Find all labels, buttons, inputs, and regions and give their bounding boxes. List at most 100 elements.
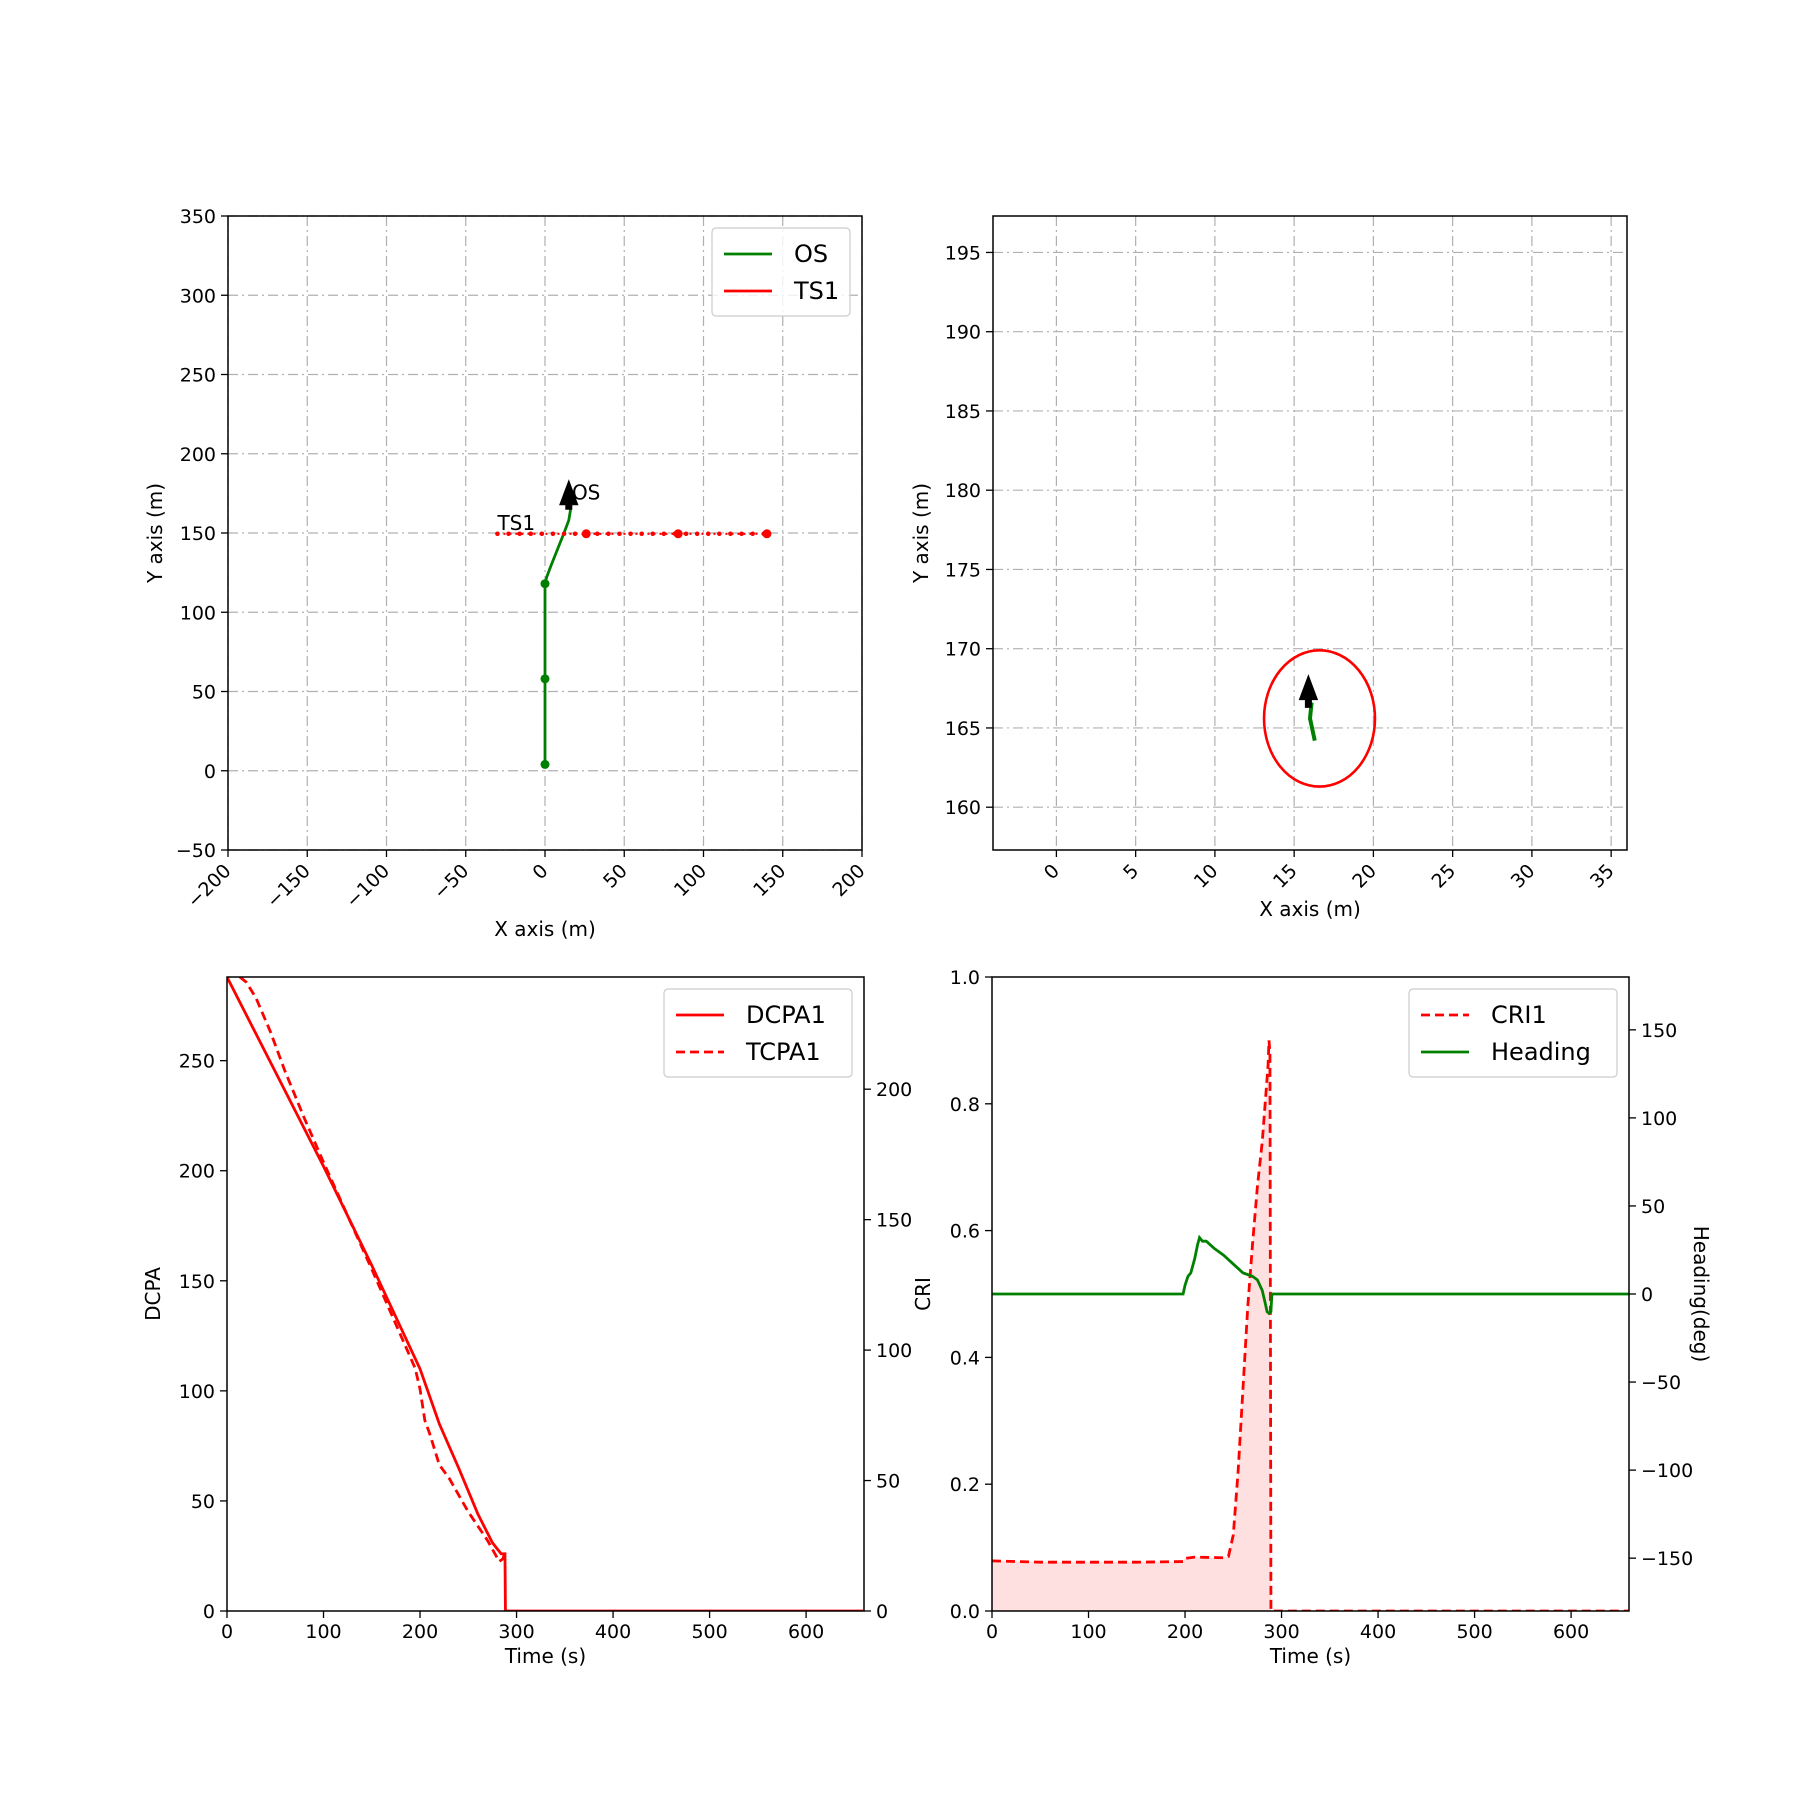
y-tick-label: 300: [180, 285, 216, 307]
y2-tick-label: 50: [1641, 1196, 1665, 1218]
y-tick-label: 195: [945, 242, 981, 264]
series-ts1-trail-dot: [550, 531, 556, 537]
x-tick-label: −150: [262, 860, 314, 912]
y2-tick-label: 50: [876, 1471, 900, 1493]
x-tick-label: 5: [1119, 860, 1143, 884]
legend-label: Heading: [1491, 1038, 1591, 1066]
y-tick-label: 100: [180, 602, 216, 624]
plot-area: [992, 1040, 1629, 1611]
x-tick-label: 100: [305, 1621, 341, 1643]
series-ts1-trail-dot: [739, 531, 744, 537]
x-tick-label: 300: [498, 1621, 534, 1643]
y-tick-label: 250: [179, 1051, 215, 1073]
x-tick-label: 25: [1428, 860, 1461, 893]
x-axis-label: X axis (m): [494, 917, 596, 941]
y-tick-label: 160: [945, 797, 981, 819]
os-trajectory-segment: [1307, 702, 1317, 742]
y-axis-label: CRI: [911, 1277, 935, 1311]
legend-box: [1408, 988, 1618, 1078]
series-cri1-line: [992, 1040, 1629, 1611]
x-tick-label: 0: [528, 860, 552, 884]
series-ts1-marker: [673, 529, 683, 539]
y-tick-label: 50: [192, 682, 216, 704]
plot-area: [495, 479, 772, 769]
x-tick-label: 150: [749, 860, 790, 901]
series-ts1-trail-dot: [650, 531, 656, 537]
legend-label: CRI1: [1491, 1001, 1547, 1029]
series-ts1-trail-dot: [583, 531, 589, 537]
x-tick-label: 0: [986, 1621, 998, 1643]
series-ts1-trail-dot: [506, 531, 511, 537]
plot-area: [1262, 648, 1377, 788]
y-tick-label: 150: [179, 1271, 215, 1293]
x-tick-label: −200: [183, 860, 235, 912]
y-tick-label: 350: [180, 206, 216, 228]
series-heading-line: [992, 1234, 1629, 1316]
x-tick-label: 600: [788, 1621, 824, 1643]
series-ts1-trail-dot: [617, 531, 622, 537]
series-ts1-trail-dot: [639, 531, 644, 537]
series-ts1-trail-dot: [528, 531, 534, 537]
y-tick-label: 165: [945, 718, 981, 740]
legend-box: [711, 227, 851, 317]
y-tick-label: 50: [191, 1491, 215, 1513]
x-tick-label: 20: [1348, 860, 1381, 893]
series-ts1-trail-dot: [606, 531, 611, 537]
series-os-line: [543, 501, 572, 765]
plot-frame: [992, 215, 1628, 851]
x-axis-label: Time (s): [1269, 1644, 1351, 1668]
series-ts1-trail-dot: [595, 531, 600, 537]
y-tick-label: 170: [945, 639, 981, 661]
y-tick-label: 0: [203, 1601, 215, 1623]
legend-label: TCPA1: [745, 1038, 821, 1066]
dcpa-tcpa-panel: 0 100 200 300 400 500 600 0 50 100 150 200 250 0 50 100…: [141, 976, 912, 1668]
annotation-ts1: TS1: [496, 511, 535, 535]
y2-tick-label: −100: [1641, 1460, 1693, 1482]
series-os-marker: [540, 674, 550, 684]
x-tick-label: 100: [1070, 1621, 1106, 1643]
x-tick-label: 100: [670, 860, 711, 901]
x-tick-label: 200: [828, 860, 869, 901]
series-ts1-trail-dot: [728, 531, 733, 537]
os-heading-arrow: [1298, 674, 1319, 708]
y-tick-label: 200: [179, 1161, 215, 1183]
y2-tick-label: 100: [876, 1340, 912, 1362]
x-tick-label: 600: [1553, 1621, 1589, 1643]
y-tick-label: 180: [945, 480, 981, 502]
plot-area: [227, 977, 864, 1611]
legend-box: [663, 988, 853, 1078]
y2-tick-label: 150: [876, 1210, 912, 1232]
y2-tick-label: −50: [1641, 1372, 1681, 1394]
x-axis-label: Time (s): [504, 1644, 586, 1668]
x-tick-label: 15: [1269, 860, 1302, 893]
series-os-marker: [540, 579, 550, 589]
series-ts1-trail-dot: [683, 531, 689, 537]
y-tick-label: 0.8: [950, 1094, 980, 1116]
series-ts1-trail-dot: [495, 531, 500, 537]
y-tick-label: −50: [176, 840, 216, 862]
legend-label: TS1: [793, 277, 839, 305]
y-tick-label: 0: [204, 761, 216, 783]
series-ts1-trail-dot: [761, 531, 767, 537]
series-ts1-trail-dot: [717, 531, 722, 537]
series-ts1-trail-dot: [572, 531, 578, 537]
y2-tick-label: 150: [1641, 1020, 1677, 1042]
y-tick-label: 0.0: [950, 1601, 980, 1623]
series-ts1-trail-dot: [705, 531, 711, 537]
x-tick-label: 200: [402, 1621, 438, 1643]
trajectory-zoom-panel: 0 5 10 15 20 25 30 35 160 165 170 175 180 185 190 195 X …: [909, 215, 1628, 921]
x-tick-label: 200: [1167, 1621, 1203, 1643]
y2-axis-label: Heading(deg): [1689, 1226, 1713, 1363]
x-tick-label: 50: [599, 860, 632, 893]
x-tick-label: 0: [1040, 860, 1064, 884]
series-ts1-trail-dot: [561, 531, 567, 537]
y2-tick-label: 100: [1641, 1108, 1677, 1130]
series-os-marker: [540, 759, 550, 769]
y-axis-label: Y axis (m): [909, 483, 933, 584]
x-tick-label: 10: [1190, 860, 1223, 893]
y2-tick-label: 0: [1641, 1284, 1653, 1306]
ship-domain-ellipse: [1262, 648, 1377, 788]
series-ts1-marker: [762, 529, 772, 539]
y-tick-label: 1.0: [950, 967, 980, 989]
